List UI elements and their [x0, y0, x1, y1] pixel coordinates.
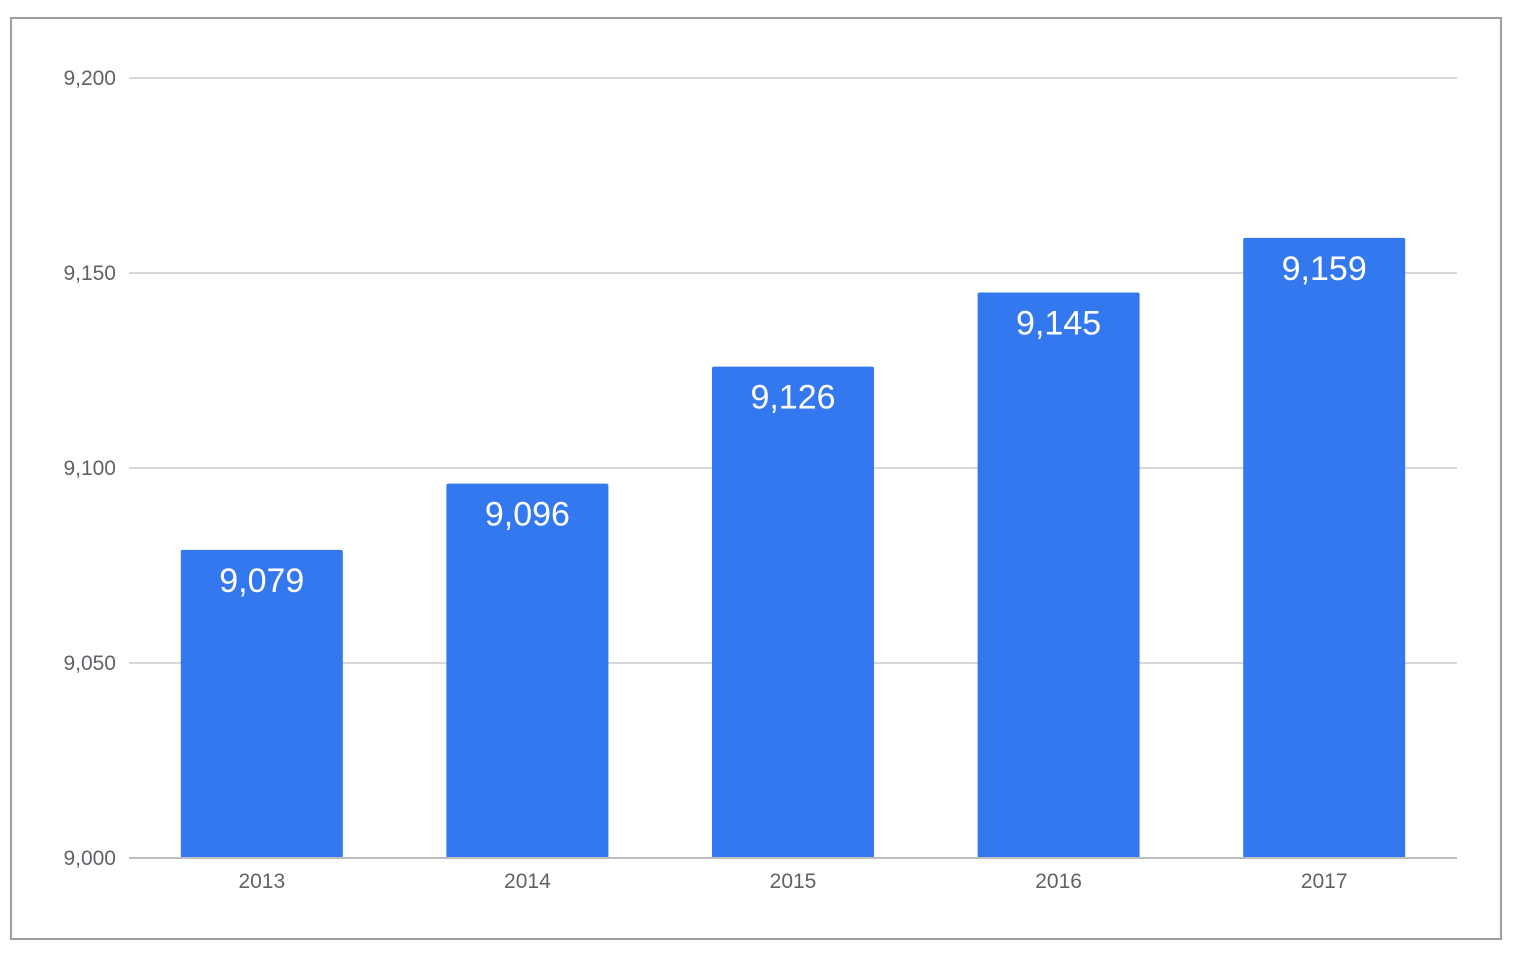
y-tick-label: 9,050	[63, 652, 116, 675]
x-tick-label: 2013	[238, 870, 285, 893]
data-label-2014: 9,096	[485, 496, 570, 534]
x-axis-tick-labels: 2013 2014 2015 2016 2017	[129, 857, 1457, 893]
data-label-2015: 9,126	[750, 379, 835, 417]
y-tick-label: 9,100	[63, 457, 116, 480]
x-tick-label: 2016	[1035, 870, 1082, 893]
bar-2016[interactable]	[977, 292, 1140, 859]
bar-2013[interactable]	[180, 549, 343, 858]
data-label-2017: 9,159	[1282, 250, 1367, 288]
bar-2017[interactable]	[1243, 237, 1406, 858]
y-tick-label: 9,150	[63, 262, 116, 285]
data-label-2016: 9,145	[1016, 305, 1101, 343]
x-tick-label: 2017	[1301, 870, 1348, 893]
bar-2015[interactable]	[711, 366, 875, 858]
data-label-2013: 9,079	[219, 562, 304, 600]
x-tick-label: 2014	[504, 870, 551, 893]
x-tick-label: 2015	[770, 870, 817, 893]
y-axis-tick-labels: 9,000 9,050 9,100 9,150 9,200	[63, 67, 116, 870]
y-tick-label: 9,000	[63, 847, 116, 870]
y-tick-label: 9,200	[63, 67, 116, 90]
bar-2014[interactable]	[446, 483, 609, 858]
bars: 9,079 9,096 9,126 9,145 9,159	[180, 237, 1406, 859]
